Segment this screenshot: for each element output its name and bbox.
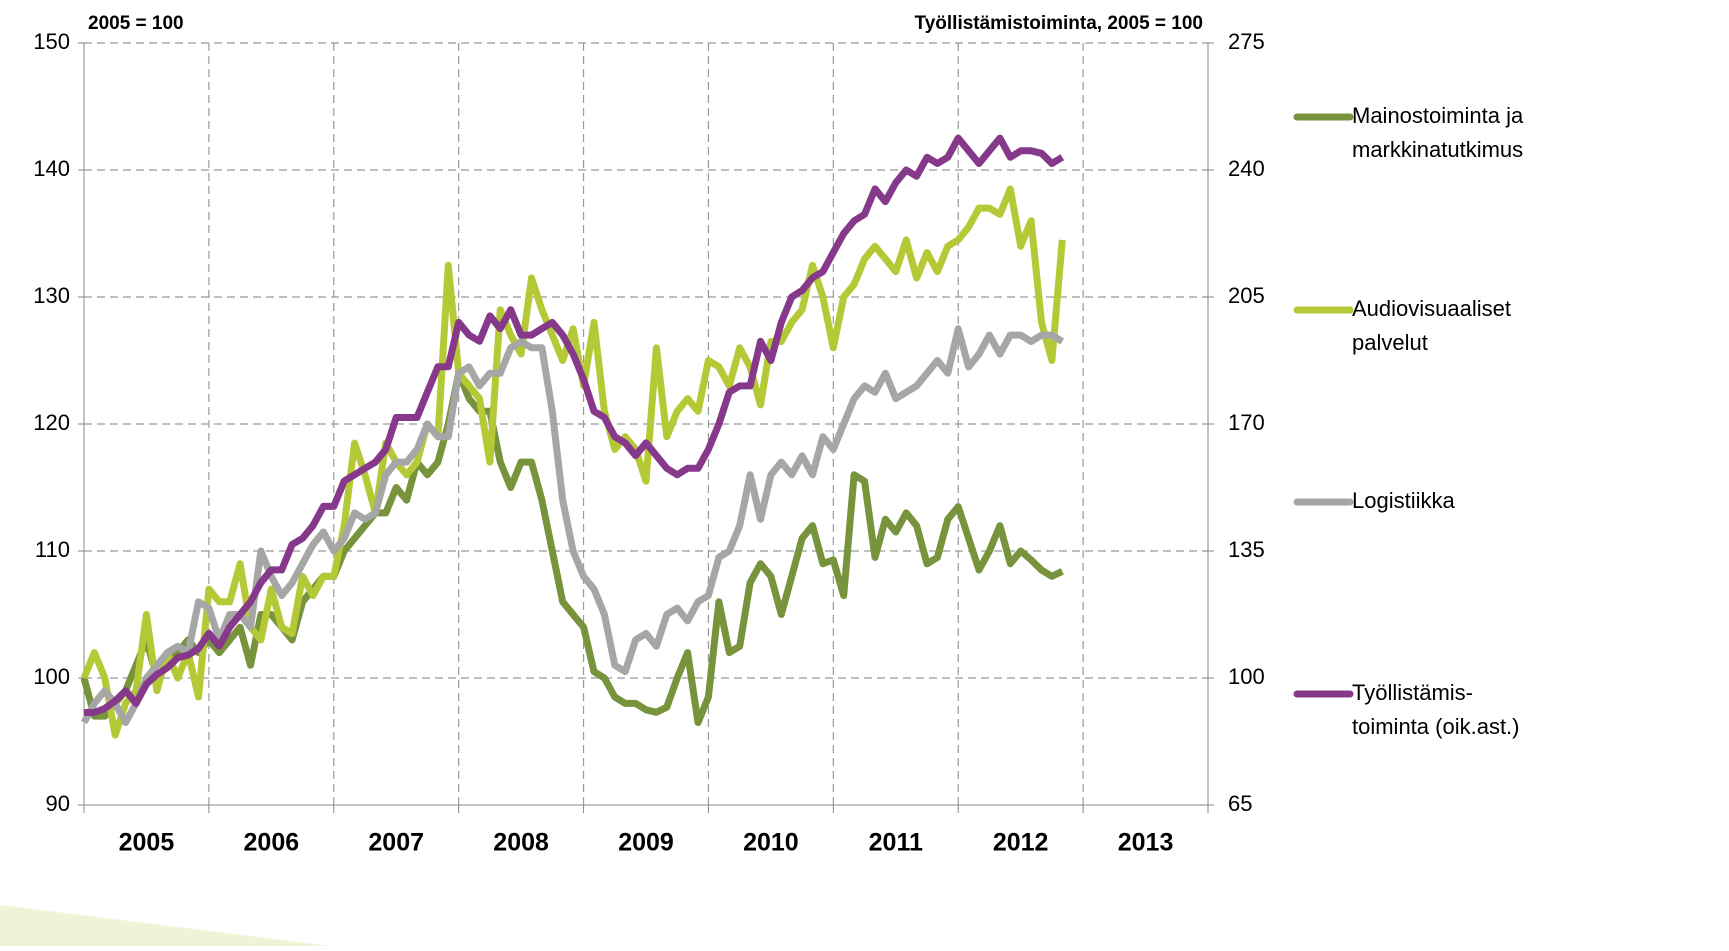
y-tick-label: 100 (33, 664, 70, 689)
y-tick-label: 130 (33, 283, 70, 308)
series-line (84, 134, 1065, 716)
series-line (80, 369, 1064, 726)
x-tick-label: 2011 (869, 829, 923, 857)
x-tick-label: 2005 (119, 829, 175, 857)
y-tick-label: 140 (33, 156, 70, 181)
x-tick-label: 2013 (1118, 829, 1174, 857)
x-tick-label: 2009 (618, 829, 674, 857)
x-tick-label: 2006 (244, 829, 300, 857)
x-tick-label: 2008 (493, 829, 549, 857)
y2-tick-label: 100 (1228, 664, 1265, 689)
y2-tick-label: 205 (1228, 283, 1265, 308)
series-line (80, 325, 1065, 726)
y-tick-label: 110 (35, 537, 70, 562)
y2-tick-label: 275 (1228, 29, 1265, 54)
y-axis-label: 2005 = 100 (88, 13, 184, 34)
series-line (80, 185, 1066, 739)
y2-tick-label: 170 (1228, 410, 1265, 435)
y2-axis-label: Työllistämistoiminta, 2005 = 100 (915, 13, 1203, 34)
y-tick-label: 90 (46, 791, 70, 816)
legend-label: Logistiikka (1352, 488, 1455, 513)
y2-tick-label: 135 (1228, 537, 1265, 562)
y-tick-label: 120 (33, 410, 70, 435)
x-tick-label: 2010 (743, 829, 799, 857)
x-tick-label: 2012 (993, 829, 1049, 857)
y-tick-label: 150 (33, 29, 70, 54)
x-tick-label: 2007 (368, 829, 424, 857)
legend-label: Mainostoiminta ja markkinatutkimus (1352, 103, 1524, 162)
y2-tick-label: 240 (1228, 156, 1265, 181)
legend-label: Audiovisuaaliset palvelut (1352, 296, 1511, 355)
legend-label: Työllistämis-toiminta (oik.ast.) (1352, 680, 1520, 739)
decoration (0, 905, 330, 946)
y2-tick-label: 65 (1228, 791, 1252, 816)
